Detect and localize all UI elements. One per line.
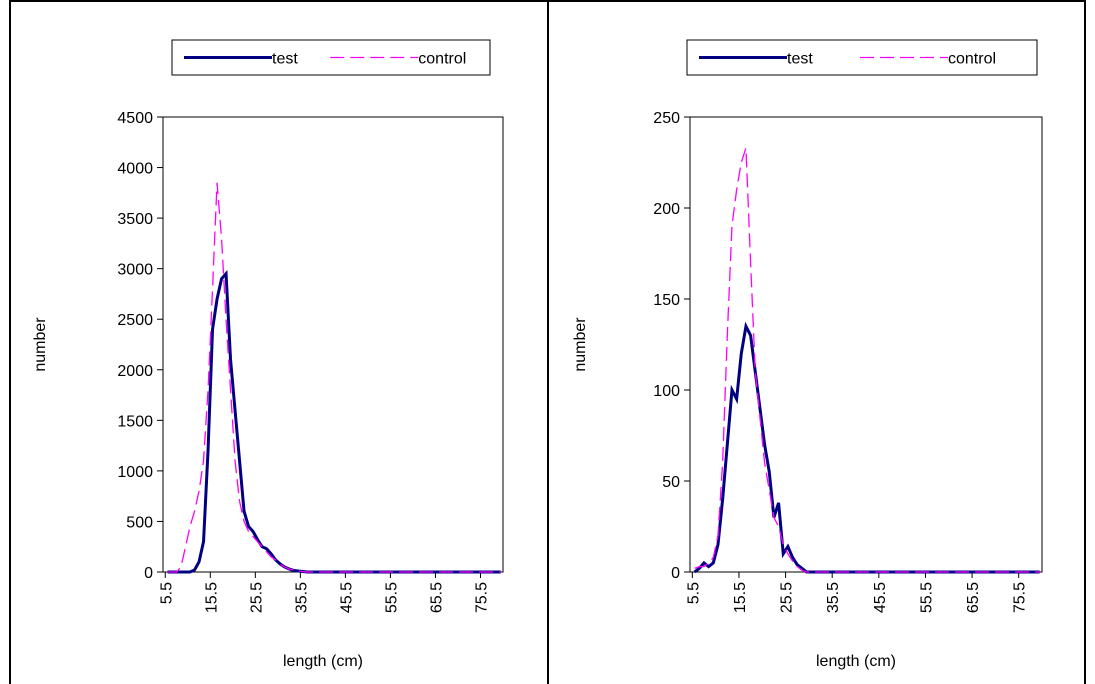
x-tick-label: 45.5 [872,582,889,613]
x-tick-label: 35.5 [825,582,842,613]
plot-area [162,116,504,573]
y-tick-label: 4500 [117,110,153,127]
legend-label: test [272,51,298,68]
x-tick-label: 15.5 [203,582,220,613]
x-tick-label: 35.5 [293,582,310,613]
y-tick-label: 3500 [117,211,153,228]
legend-label: control [948,51,996,68]
y-tick-label: 0 [671,565,680,582]
x-tick-label: 15.5 [732,582,749,613]
y-tick-label: 4000 [117,161,153,178]
y-tick-label: 200 [653,201,680,218]
y-tick-label: 3000 [117,262,153,279]
x-tick-label: 45.5 [338,582,355,613]
y-tick-label: 50 [662,474,680,491]
y-tick-label: 100 [653,383,680,400]
x-tick-label: 75.5 [1012,582,1029,613]
plot-area [689,116,1043,573]
y-tick-label: 250 [653,110,680,127]
x-tick-label: 5.5 [158,582,175,604]
y-axis-title: number [572,317,589,372]
y-tick-label: 2500 [117,312,153,329]
y-tick-label: 150 [653,292,680,309]
y-tick-label: 500 [126,514,153,531]
data-line [167,182,501,573]
x-tick-label: 5.5 [685,582,702,604]
x-axis-title: length (cm) [283,653,363,670]
data-line [694,147,1040,573]
x-tick-label: 55.5 [918,582,935,613]
legend-label: test [787,51,813,68]
y-tick-label: 1000 [117,464,153,481]
y-tick-label: 2000 [117,363,153,380]
x-tick-label: 25.5 [248,582,265,613]
x-tick-label: 55.5 [383,582,400,613]
x-tick-label: 75.5 [473,582,490,613]
x-tick-label: 65.5 [965,582,982,613]
x-axis-title: length (cm) [816,653,896,670]
x-tick-label: 25.5 [779,582,796,613]
legend-label: control [418,51,466,68]
x-tick-label: 65.5 [428,582,445,613]
y-tick-label: 0 [144,565,153,582]
y-tick-label: 1500 [117,413,153,430]
y-axis-title: number [32,317,49,372]
